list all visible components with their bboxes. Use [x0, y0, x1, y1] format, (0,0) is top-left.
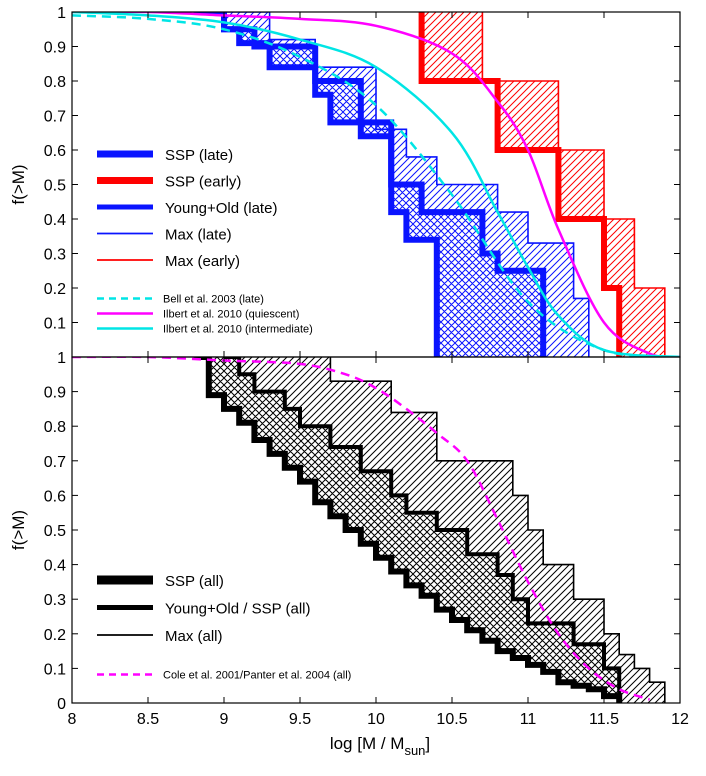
top-ytick-label-7: 0.8 [44, 74, 66, 91]
top-legend-label-4: Max (early) [165, 253, 240, 270]
bottom-ytick-label-4: 0.4 [44, 558, 66, 575]
bottom-legend-label-2: Max (all) [165, 628, 223, 645]
bottom-series-1 [224, 357, 622, 703]
x-axis-label-main: log [M / M [330, 734, 405, 753]
top-legend-label-2: Young+Old (late) [165, 200, 277, 217]
bottom-series-3 [72, 357, 650, 701]
bottom-ytick-label-0: 0 [57, 696, 66, 713]
bottom-xtick-label-7: 11.5 [589, 711, 619, 728]
bottom-xtick-label-3: 9.5 [289, 711, 311, 728]
top-series-5 [72, 14, 680, 357]
bottom-ytick-label-3: 0.3 [44, 592, 66, 609]
top-ytick-label-5: 0.6 [44, 143, 66, 160]
bottom-legend: SSP (all) Young+Old / SSP (all) Max (all) C… [97, 573, 351, 682]
top-ytick-label-2: 0.3 [44, 247, 66, 264]
bottom-xtick-label-1: 8.5 [137, 711, 159, 728]
bottom-ytick-label-5: 0.5 [44, 523, 66, 540]
x-axis-label-sub: sun [404, 743, 425, 758]
top-legend: SSP (late) SSP (early) Young+Old (late) Max… [97, 147, 313, 336]
top-ytick-label-1: 0.2 [44, 281, 66, 298]
x-axis-label-end: ] [425, 734, 430, 753]
bottom-xtick-label-6: 11 [520, 711, 537, 728]
top-legend-label-1: SSP (early) [165, 174, 241, 191]
bottom-series-2 [329, 357, 666, 703]
top-series-6 [72, 12, 680, 357]
top-legend-label-5: Bell et al. 2003 (late) [163, 294, 264, 306]
top-series-1 [418, 12, 623, 357]
bottom-xtick-label-2: 9 [220, 711, 229, 728]
top-ytick-label-8: 0.9 [44, 40, 66, 57]
top-ylabel: f(>M) [9, 164, 28, 204]
bottom-ytick-label-7: 0.7 [44, 454, 66, 471]
top-legend-label-6: Ilbert et al. 2010 (quiescent) [163, 309, 299, 321]
bottom-plot-area [72, 357, 666, 703]
bottom-panel: 0 0.1 0.2 0.3 0.4 0.5 0.6 0.7 0.8 0.9 1 8 8.5 9 9.5 10 1… [9, 350, 689, 758]
bottom-ytick-label-1: 0.1 [44, 661, 66, 678]
bottom-ytick-label-10: 1 [57, 350, 66, 367]
bottom-ytick-label-9: 0.9 [44, 385, 66, 402]
top-legend-label-7: Ilbert et al. 2010 (intermediate) [163, 324, 313, 336]
top-series-3 [224, 12, 590, 357]
top-panel: 0.1 0.2 0.3 0.4 0.5 0.6 0.7 0.8 0.9 1 f(>M) SSP (la… [9, 5, 681, 358]
top-ytick-label-9: 1 [57, 5, 66, 22]
bottom-ytick-label-2: 0.2 [44, 627, 66, 644]
top-series-7 [72, 12, 680, 357]
bottom-xtick-label-0: 8 [68, 711, 77, 728]
bottom-xtick-label-5: 10.5 [436, 711, 467, 728]
top-ytick-label-0: 0.1 [44, 316, 66, 333]
bottom-ytick-label-6: 0.6 [44, 488, 66, 505]
top-plot-area [72, 12, 680, 357]
bottom-ytick-label-8: 0.8 [44, 419, 66, 436]
bottom-legend-label-1: Young+Old / SSP (all) [165, 601, 311, 618]
x-axis-label: log [M / Msun] [330, 734, 430, 758]
top-legend-label-3: Max (late) [165, 227, 232, 244]
bottom-legend-label-3: Cole et al. 2001/Panter et al. 2004 (all… [163, 670, 351, 682]
bottom-xtick-label-8: 12 [671, 711, 689, 728]
bottom-hatched-region-0 [193, 357, 620, 703]
top-ytick-label-6: 0.7 [44, 109, 66, 126]
top-hatched-region-0 [193, 12, 544, 357]
top-legend-label-0: SSP (late) [165, 147, 233, 164]
top-ytick-label-4: 0.5 [44, 178, 66, 195]
bottom-xtick-label-4: 10 [367, 711, 385, 728]
top-ytick-label-3: 0.4 [44, 212, 66, 229]
bottom-ylabel: f(>M) [9, 510, 28, 550]
bottom-legend-label-0: SSP (all) [165, 573, 224, 590]
top-series-4 [481, 12, 666, 357]
bottom-series-0 [193, 357, 623, 703]
